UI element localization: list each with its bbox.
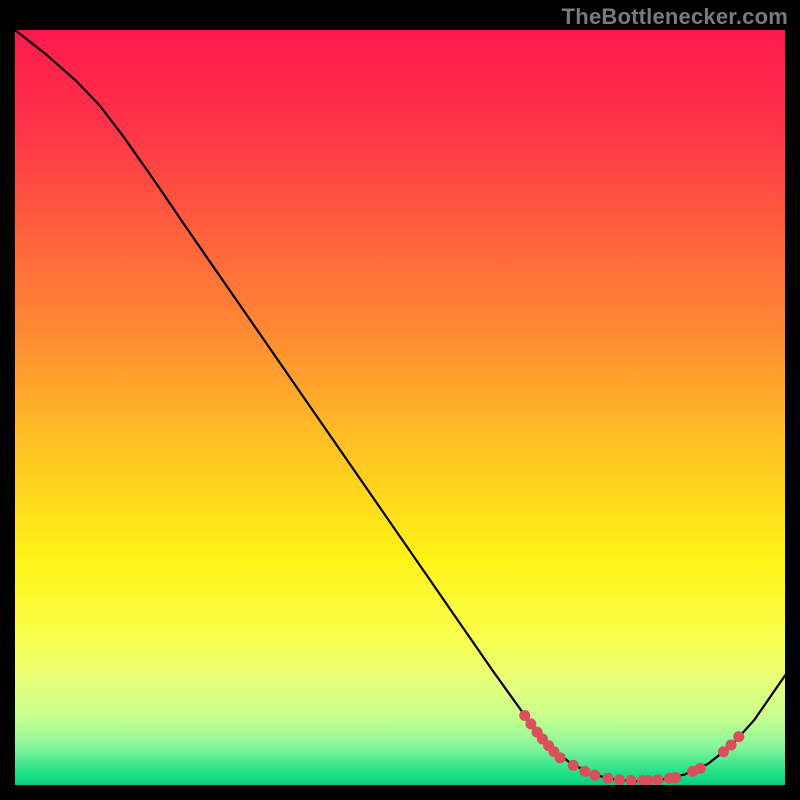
data-marker	[602, 773, 613, 784]
data-marker	[579, 766, 590, 777]
data-marker	[670, 772, 681, 783]
data-marker	[652, 774, 663, 785]
plot-svg	[15, 30, 785, 785]
data-marker	[555, 752, 566, 763]
data-marker	[568, 760, 579, 771]
watermark-text: TheBottlenecker.com	[562, 4, 788, 30]
data-marker	[733, 731, 744, 742]
chart-container: TheBottlenecker.com	[0, 0, 800, 800]
plot-area	[15, 30, 785, 785]
data-marker	[614, 774, 625, 785]
data-marker	[589, 770, 600, 781]
data-marker	[695, 763, 706, 774]
data-marker	[726, 739, 737, 750]
gradient-background	[15, 30, 785, 785]
